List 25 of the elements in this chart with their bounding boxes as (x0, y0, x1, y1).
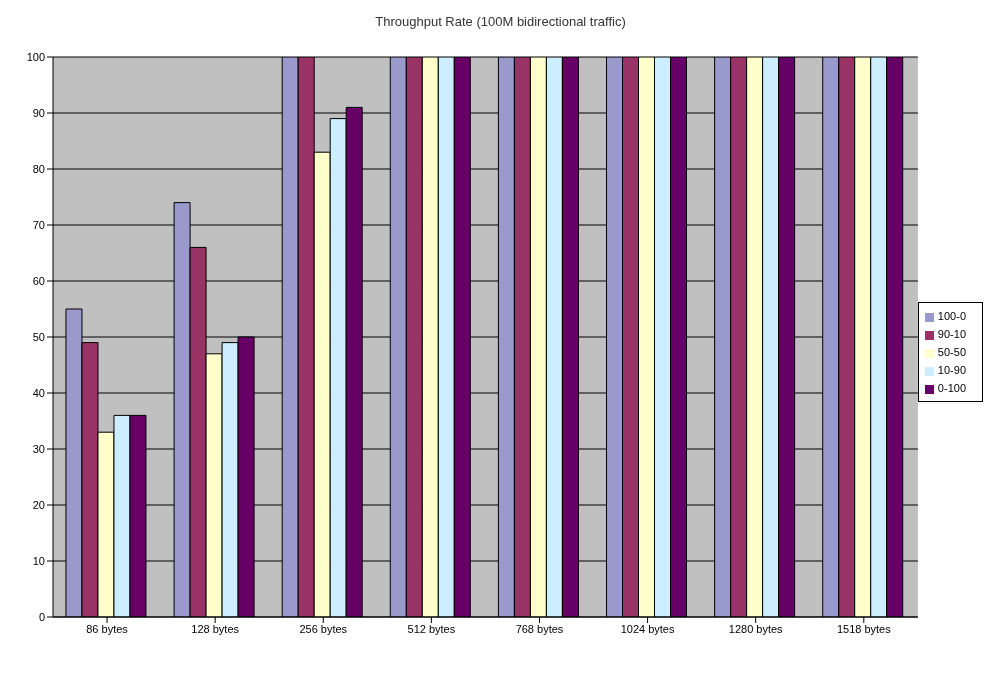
legend-label: 0-100 (937, 382, 966, 394)
y-tick-label: 10 (32, 554, 45, 567)
y-tick-label: 70 (32, 218, 45, 231)
legend-label: 50-50 (937, 346, 966, 358)
x-tick-label: 1280 bytes (728, 622, 784, 635)
y-tick-label: 40 (32, 386, 45, 399)
x-tick-label: 768 bytes (515, 622, 564, 635)
x-tick-label: 1024 bytes (620, 622, 675, 635)
y-tick-label: 100 (26, 50, 45, 63)
chart-title: Throughput Rate (100M bidirectional traffic) (374, 14, 627, 29)
y-tick-label: 90 (32, 106, 45, 119)
x-tick-label: 256 bytes (299, 622, 348, 635)
x-tick-label: 128 bytes (191, 622, 240, 635)
y-tick-label: 60 (32, 274, 45, 287)
legend-label: 100-0 (937, 310, 966, 322)
y-tick-label: 0 (38, 610, 45, 623)
x-tick-label: 86 bytes (86, 622, 129, 635)
x-tick-label: 512 bytes (407, 622, 456, 635)
legend-label: 10-90 (937, 364, 966, 376)
x-tick-label: 1518 bytes (836, 622, 892, 635)
y-tick-label: 80 (32, 162, 45, 175)
y-tick-label: 20 (32, 498, 45, 511)
legend-label: 90-10 (937, 328, 966, 340)
y-tick-label: 30 (32, 442, 45, 455)
y-tick-label: 50 (32, 330, 45, 343)
